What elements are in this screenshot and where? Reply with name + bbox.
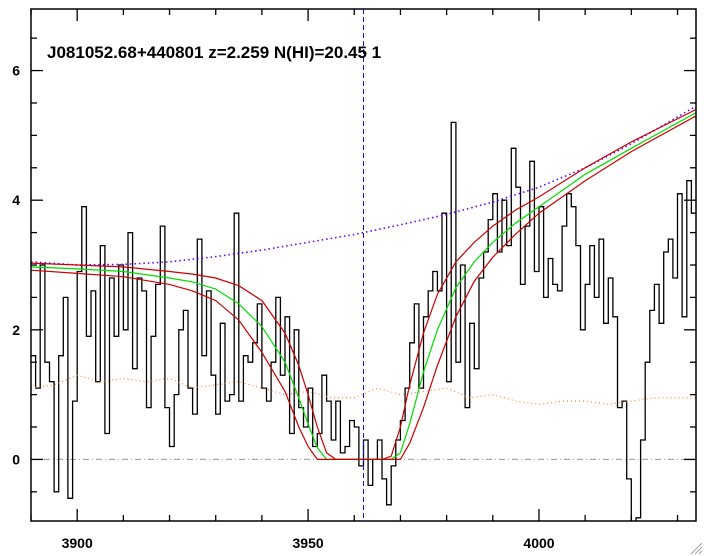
resize-grip-icon[interactable] bbox=[690, 542, 703, 555]
y-tick-label: 2 bbox=[12, 322, 20, 338]
x-tick-label: 3900 bbox=[62, 535, 93, 551]
chart-title: J081052.68+440801 z=2.259 N(HI)=20.45 1 bbox=[47, 43, 381, 62]
y-tick-label: 6 bbox=[12, 63, 20, 79]
y-tick-label: 4 bbox=[12, 192, 20, 208]
x-tick-label: 4000 bbox=[523, 535, 554, 551]
x-tick-label: 3950 bbox=[293, 535, 324, 551]
series-error bbox=[31, 374, 696, 405]
series-model-lower bbox=[31, 115, 696, 460]
series-continuum bbox=[31, 105, 696, 266]
y-tick-label: 0 bbox=[12, 451, 20, 467]
